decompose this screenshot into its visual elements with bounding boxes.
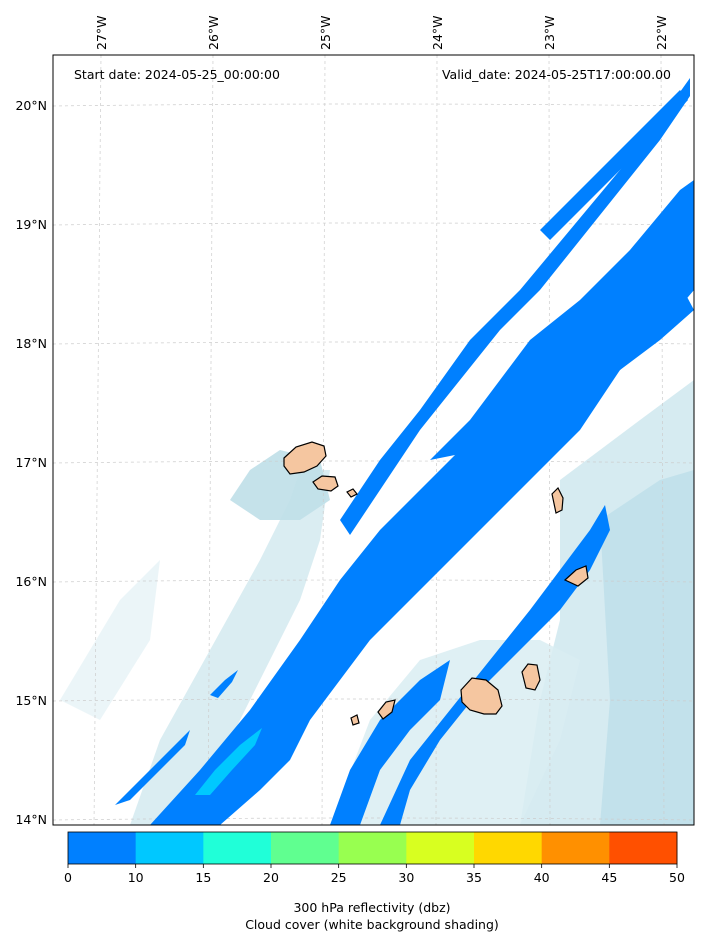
grid-lines (53, 55, 694, 825)
island-santiago (460, 677, 503, 715)
cloud-region-south-center (330, 640, 580, 825)
colorbar-segment (406, 832, 475, 864)
reflectivity-band-southeast (380, 505, 610, 825)
lat-label-17n: 17°N (15, 455, 47, 470)
colorbar-tick-label: 20 (263, 870, 279, 885)
colorbar-segment (541, 832, 610, 864)
cloud-cover-shading (60, 380, 694, 825)
map-area (53, 55, 694, 825)
reflectivity-high-patch (195, 728, 262, 795)
island-santa-luzia (346, 488, 358, 498)
lat-label-19n: 19°N (15, 217, 47, 232)
cloud-region-east-inner (600, 470, 694, 825)
latitude-labels: 20°N 19°N 18°N 17°N 16°N 15°N 14°N (15, 98, 47, 827)
lon-label-22w: 22°W (654, 15, 669, 50)
lon-label-23w: 23°W (542, 15, 557, 50)
reflectivity-bands (115, 78, 694, 825)
colorbar: 0 10 15 20 25 30 35 40 45 50 (64, 831, 685, 885)
lon-label-25w: 25°W (318, 15, 333, 50)
reflectivity-band-west-streak (115, 730, 190, 805)
colorbar-segment (609, 832, 678, 864)
lon-label-27w: 27°W (94, 15, 109, 50)
reflectivity-band-upper-streak (540, 90, 688, 240)
colorbar-tick-label: 50 (669, 870, 685, 885)
islands (283, 441, 589, 726)
colorbar-caption-line1: 300 hPa reflectivity (dbz) (293, 900, 450, 915)
colorbar-segment (203, 832, 272, 864)
colorbar-segment (271, 832, 340, 864)
colorbar-tick-label: 15 (195, 870, 211, 885)
reflectivity-band-northeast (430, 180, 694, 460)
island-boa-vista (563, 565, 589, 587)
longitude-labels: 27°W 26°W 25°W 24°W 23°W 22°W (94, 15, 669, 50)
colorbar-segment (135, 832, 204, 864)
colorbar-segment (474, 832, 543, 864)
colorbar-segments (68, 832, 678, 864)
colorbar-ticks: 0 10 15 20 25 30 35 40 45 50 (64, 864, 685, 885)
colorbar-frame (67, 831, 678, 865)
colorbar-tick-label: 0 (64, 870, 72, 885)
lat-label-15n: 15°N (15, 693, 47, 708)
island-sao-vicente (312, 475, 339, 492)
reflectivity-band-south (330, 660, 450, 825)
island-santo-antao (283, 441, 327, 475)
colorbar-tick-label: 10 (128, 870, 144, 885)
colorbar-caption-line2: Cloud cover (white background shading) (245, 917, 499, 932)
reflectivity-band-northern-streak (340, 78, 690, 535)
cloud-region-southwest (130, 470, 330, 825)
island-fogo (377, 699, 396, 720)
colorbar-segment (338, 832, 407, 864)
island-maio (521, 663, 541, 691)
lat-label-18n: 18°N (15, 336, 47, 351)
reflectivity-band-mid-east (560, 295, 694, 400)
lon-label-26w: 26°W (206, 15, 221, 50)
colorbar-tick-label: 40 (534, 870, 550, 885)
lon-label-24w: 24°W (430, 15, 445, 50)
reflectivity-band-west-small (210, 670, 238, 698)
lat-label-20n: 20°N (15, 98, 47, 113)
colorbar-tick-label: 35 (466, 870, 482, 885)
island-sal (551, 486, 564, 514)
colorbar-tick-label: 45 (601, 870, 617, 885)
cloud-region-far-west (60, 560, 160, 720)
start-date-label: Start date: 2024-05-25_00:00:00 (74, 67, 280, 82)
colorbar-segment (68, 832, 137, 864)
colorbar-tick-label: 30 (398, 870, 414, 885)
valid-date-label: Valid_date: 2024-05-25T17:00:00.00 (442, 67, 671, 82)
map-frame (52, 54, 695, 826)
island-brava (350, 714, 360, 726)
colorbar-tick-label: 25 (331, 870, 347, 885)
lat-label-16n: 16°N (15, 574, 47, 589)
lat-label-14n: 14°N (15, 812, 47, 827)
